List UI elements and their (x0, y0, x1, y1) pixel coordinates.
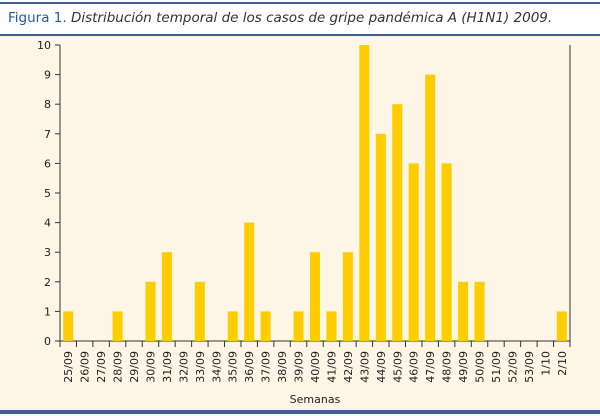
bar (425, 74, 436, 341)
x-tick-label: 34/09 (210, 351, 223, 383)
x-tick-label: 46/09 (408, 351, 421, 383)
bar (375, 133, 386, 341)
x-tick-label: 42/09 (342, 351, 355, 383)
y-tick-label: 10 (37, 39, 51, 52)
bar (458, 281, 469, 341)
x-tick-label: 30/09 (144, 351, 157, 383)
bar (260, 311, 271, 341)
x-tick-label: 50/09 (474, 351, 487, 383)
bar (556, 311, 567, 341)
bar (359, 45, 370, 341)
x-tick-label: 27/09 (95, 351, 108, 383)
x-tick-label: 38/09 (276, 351, 289, 383)
bar (194, 281, 205, 341)
x-tick-label: 53/09 (523, 351, 536, 383)
figure-caption-text: Distribución temporal de los casos de gr… (70, 10, 553, 26)
y-tick-label: 7 (44, 128, 51, 141)
y-tick-label: 8 (44, 98, 51, 111)
x-tick-label: 28/09 (112, 351, 125, 383)
x-tick-label: 45/09 (391, 351, 404, 383)
bar (392, 104, 403, 341)
chart-panel (0, 34, 600, 412)
x-tick-label: 41/09 (325, 351, 338, 383)
bar (310, 252, 320, 341)
bar (342, 252, 353, 341)
bar (293, 311, 304, 341)
x-tick-label: 31/09 (161, 351, 174, 383)
bar (227, 311, 238, 341)
x-tick-label: 32/09 (177, 351, 190, 383)
x-tick-label: 39/09 (293, 351, 306, 383)
bar (244, 222, 255, 341)
bar (441, 163, 452, 341)
y-tick-label: 3 (44, 246, 51, 259)
x-tick-label: 2/10 (556, 351, 569, 376)
x-tick-label: 51/09 (490, 351, 503, 383)
x-tick-label: 29/09 (128, 351, 141, 383)
bottom-rule (0, 410, 600, 414)
x-tick-label: 35/09 (227, 351, 240, 383)
y-tick-label: 5 (44, 187, 51, 200)
bar (112, 311, 123, 341)
bar (161, 252, 172, 341)
bar (145, 281, 156, 341)
x-tick-label: 37/09 (260, 351, 273, 383)
figure-label: Figura 1. (8, 10, 67, 26)
x-tick-label: 48/09 (441, 351, 454, 383)
y-tick-label: 1 (44, 305, 51, 318)
x-axis-label: Semanas (290, 393, 341, 406)
x-tick-label: 40/09 (309, 351, 322, 383)
x-tick-label: 43/09 (358, 351, 371, 383)
bar (474, 281, 485, 341)
x-tick-label: 26/09 (79, 351, 92, 383)
x-tick-label: 36/09 (243, 351, 256, 383)
y-tick-label: 9 (44, 69, 51, 82)
y-tick-label: 0 (44, 335, 51, 348)
top-rule (0, 2, 600, 4)
y-tick-label: 4 (44, 217, 51, 230)
bar (326, 311, 337, 341)
y-tick-label: 2 (44, 276, 51, 289)
x-tick-label: 25/09 (62, 351, 75, 383)
x-tick-label: 33/09 (194, 351, 207, 383)
x-tick-label: 1/10 (539, 351, 552, 376)
bar (408, 163, 419, 341)
figure-caption: Figura 1. Distribución temporal de los c… (8, 10, 552, 26)
x-tick-label: 49/09 (457, 351, 470, 383)
bar (63, 311, 74, 341)
x-tick-label: 47/09 (424, 351, 437, 383)
x-tick-label: 52/09 (506, 351, 519, 383)
x-tick-label: 44/09 (375, 351, 388, 383)
y-tick-label: 6 (44, 157, 51, 170)
